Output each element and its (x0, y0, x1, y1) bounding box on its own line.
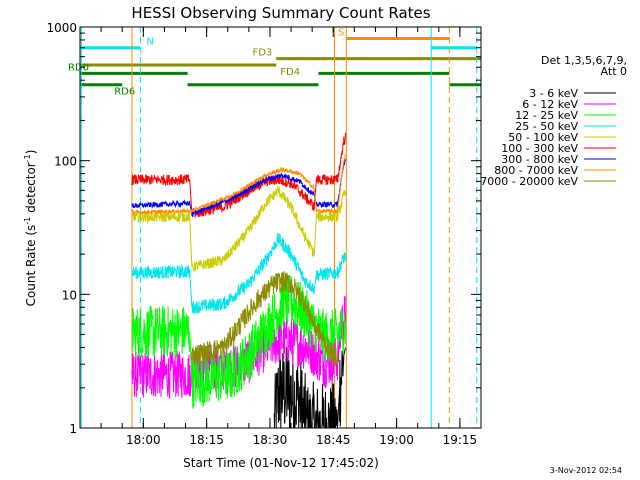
flag-label-fd4: FD4 (280, 67, 300, 78)
data-series (131, 132, 346, 429)
x-tick-label-4: 19:00 (379, 433, 414, 447)
y-tick-label-1: 10 (62, 288, 77, 302)
x-ticks: 18:00 18:15 18:30 18:45 19:00 19:15 (79, 27, 482, 447)
flag-label-fd3: FD3 (252, 48, 272, 59)
series-line-5 (131, 132, 346, 218)
legend-label-3: 25 - 50 keV (515, 120, 578, 133)
series-line-3 (131, 232, 346, 315)
chart-title: HESSI Observing Summary Count Rates (131, 4, 430, 22)
x-tick-label-1: 18:15 (189, 433, 224, 447)
flag-label-rd0: RD0 (68, 62, 89, 73)
flag-label-s: S (338, 28, 344, 39)
y-tick-label-3: 1000 (46, 21, 77, 35)
series-line-6 (131, 159, 346, 218)
series-line-7 (131, 154, 346, 216)
y-axis-label: Count Rate (s-1 detector-1) (23, 150, 38, 307)
series-line-2 (131, 274, 346, 409)
series-line-8 (191, 271, 338, 366)
legend-header-0: Det 1,3,5,6,7,9, (541, 54, 627, 67)
y-tick-label-2: 100 (54, 155, 77, 169)
x-tick-label-2: 18:30 (253, 433, 288, 447)
x-tick-label-3: 18:45 (316, 433, 351, 447)
flag-label-n: N (146, 37, 153, 48)
legend-label-6: 300 - 800 keV (501, 153, 578, 166)
legend-label-7: 800 - 7000 keV (494, 164, 578, 177)
x-axis-label: Start Time (01-Nov-12 17:45:02) (183, 456, 379, 470)
legend-label-0: 3 - 6 keV (529, 87, 578, 100)
x-tick-label-0: 18:00 (126, 433, 161, 447)
legend-label-1: 6 - 12 keV (522, 98, 578, 111)
legend-label-2: 12 - 25 keV (515, 109, 578, 122)
flag-bars: N S FD3 FD4 RD0 RD6 (68, 28, 481, 98)
legend-header-1: Att 0 (601, 65, 627, 78)
x-tick-label-5: 19:15 (443, 433, 478, 447)
legend-label-8: 7000 - 20000 keV (480, 175, 578, 188)
legend-label-5: 100 - 300 keV (501, 142, 578, 155)
plot-frame (79, 26, 482, 429)
series-line-0 (273, 346, 346, 429)
flag-label-rd6: RD6 (114, 87, 135, 98)
legend-label-4: 50 - 100 keV (508, 131, 578, 144)
footer-timestamp: 3-Nov-2012 02:54 (550, 466, 622, 475)
y-ticks: 1 10 100 1000 (46, 21, 481, 436)
y-tick-label-0: 1 (69, 422, 77, 436)
